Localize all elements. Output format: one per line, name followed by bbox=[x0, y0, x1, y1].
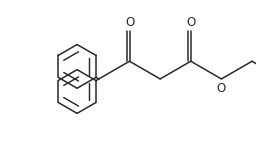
Text: O: O bbox=[125, 16, 134, 29]
Text: O: O bbox=[217, 82, 226, 95]
Text: O: O bbox=[186, 16, 195, 29]
